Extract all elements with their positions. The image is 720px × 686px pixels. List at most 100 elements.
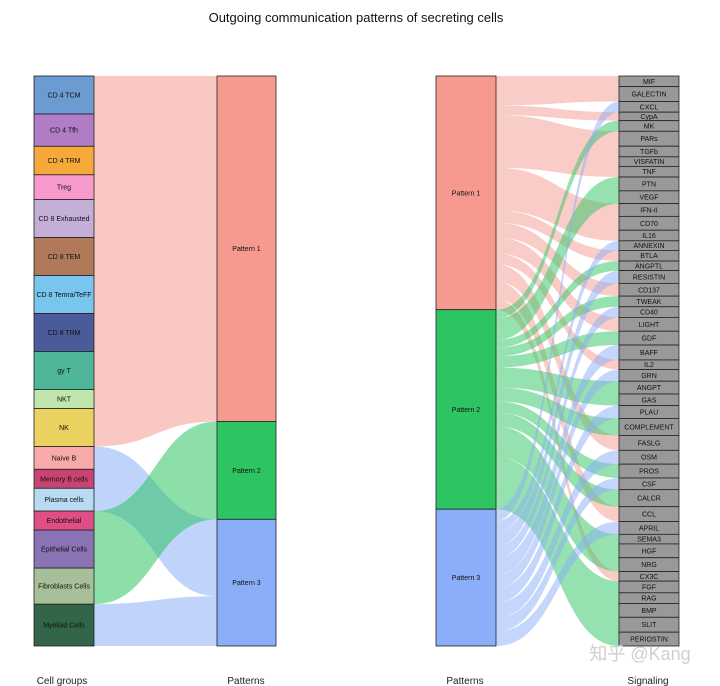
signaling-vegf-label: VEGF [639, 195, 658, 202]
cell-group-cd-4-tfh [33, 113, 95, 147]
pattern-node-right-3 [435, 508, 497, 647]
signaling-fgf-label: FGF [642, 584, 656, 591]
flow-cd-4-trm [94, 141, 217, 175]
signaling-resistin-label: RESISTIN [633, 274, 665, 281]
signaling-cd70-label: CD70 [640, 221, 658, 228]
chart-title: Outgoing communication patterns of secre… [209, 10, 504, 25]
cell-group-cd-8-exhausted-label: CD 8 Exhausted [39, 216, 90, 223]
signaling-gdf-label: GDF [642, 336, 657, 343]
pattern-node-right-1 [435, 75, 497, 311]
flow-grn [496, 369, 619, 589]
flow-nk [94, 386, 217, 447]
flow-ptn [496, 177, 619, 330]
signaling-mk-label: MK [644, 123, 655, 130]
flow-hgf [496, 434, 619, 558]
cell-group-cd-4-tfh-label: CD 4 Tfh [50, 128, 78, 135]
pattern-node-left-1 [216, 75, 277, 422]
cell-group-naive-b-label: Naive B [52, 455, 77, 462]
signaling-annexin-label: ANNEXIN [633, 243, 664, 250]
cell-group-fibroblasts-cells [33, 567, 95, 605]
flow-faslg [496, 264, 619, 451]
flow-cd40 [496, 306, 619, 559]
watermark-text: 知乎 @Kang [589, 644, 690, 664]
cell-group-epithelial-cells-label: Epithelial Cells [41, 547, 87, 554]
pattern-node-left-3 [216, 518, 277, 647]
signaling-nrg-label: NRG [641, 562, 657, 569]
flow-treg [94, 168, 217, 200]
signaling-ifn-ii-label: IFN-II [640, 207, 658, 214]
signaling-il2-label: IL2 [644, 362, 654, 369]
signaling-cxcl-label: CXCL [640, 104, 659, 111]
signaling-pros-label: PROS [639, 469, 659, 476]
flow-pros [496, 401, 619, 478]
flow-visfatin [496, 144, 619, 167]
flow-myeloid-cells [94, 596, 217, 646]
flow-nkt [94, 368, 217, 409]
cell-group-cd-8-temra-teff [33, 275, 95, 314]
axis-label-signaling: Signaling [627, 676, 668, 686]
cell-group-cd-8-trm [33, 313, 95, 352]
flow-angptl [496, 261, 619, 348]
signaling-periostin-label: PERIOSTIN [630, 637, 668, 644]
flow-cd70 [496, 182, 619, 231]
pattern-node-right-2 [435, 309, 497, 510]
signaling-pars-label: PARs [640, 136, 658, 143]
signaling-ptn-label: PTN [642, 181, 656, 188]
flow-epithelial-cells [94, 441, 217, 569]
flow-cd-8-trm [94, 297, 217, 352]
flow-cd-8-temra-teff [94, 262, 217, 314]
cell-group-gy-t [33, 351, 95, 390]
signaling-light-label: LIGHT [639, 322, 660, 329]
cell-group-treg [33, 174, 95, 200]
flow-cxcl [496, 101, 619, 522]
signaling-gas-label: GAS [642, 397, 657, 404]
cell-group-epithelial-cells [33, 529, 95, 569]
flow-tnf [496, 155, 619, 178]
signaling-cx3c-label: CX3C [640, 574, 659, 581]
signaling-april-label: APRIL [639, 525, 659, 532]
axis-label-cell-groups: Cell groups [37, 676, 88, 686]
signaling-sema3-label: SEMA3 [637, 537, 661, 544]
flow-angpt [496, 367, 619, 394]
signaling-angpt-label: ANGPT [637, 385, 662, 392]
signaling-il16-label: IL16 [642, 233, 656, 240]
cell-group-cd-8-tem [33, 237, 95, 276]
signaling-csf-label: CSF [642, 481, 656, 488]
signaling-cd40-label: CD40 [640, 310, 658, 317]
cell-group-cd-4-trm-label: CD 4 TRM [48, 158, 81, 165]
flow-cd-4-tcm [94, 76, 217, 114]
flow-cd-8-exhausted [94, 191, 217, 238]
cell-group-plasma-cells-label: Plasma cells [44, 497, 84, 504]
pattern-node-left-2-label: Pattern 2 [232, 468, 261, 475]
flow-endothelial [94, 421, 217, 531]
signaling-cypa-label: CypA [640, 114, 657, 121]
flow-fgf [496, 456, 619, 593]
axis-label-patterns-left: Patterns [227, 676, 264, 686]
pattern-node-right-1-label: Pattern 1 [452, 190, 481, 197]
cell-group-gy-t-label: gy T [57, 368, 71, 375]
cell-group-endothelial-label: Endothelial [47, 518, 82, 525]
cell-group-myeloid-cells-label: Myeloid Cells [43, 623, 85, 630]
flow-light [496, 237, 619, 332]
signaling-mif-label: MIF [643, 79, 655, 86]
signaling-slit-label: SLIT [642, 622, 658, 629]
flow-fibroblasts-cells [94, 481, 217, 605]
signaling-osm-label: OSM [641, 455, 657, 462]
flow-vegf [496, 190, 619, 340]
cell-group-fibroblasts-cells-label: Fibroblasts Cells [38, 584, 90, 591]
signaling-bmp-label: BMP [641, 608, 657, 615]
flow-gy-t [94, 332, 217, 390]
flow-resistin [496, 270, 619, 547]
signaling-calcr-label: CALCR [637, 496, 661, 503]
flow-cd-8-tem [94, 226, 217, 276]
cell-group-cd-8-tem-label: CD 8 TEM [48, 254, 81, 261]
cell-group-nk [33, 408, 95, 447]
flow-osm [496, 450, 619, 619]
cell-group-memory-b-cells-label: Memory B cells [40, 476, 88, 483]
flow-galectin [496, 86, 619, 106]
signaling-faslg-label: FASLG [638, 440, 661, 447]
pattern-node-right-3-label: Pattern 3 [452, 575, 481, 582]
signaling-tnf-label: TNF [642, 169, 656, 176]
flow-btla [496, 210, 619, 262]
